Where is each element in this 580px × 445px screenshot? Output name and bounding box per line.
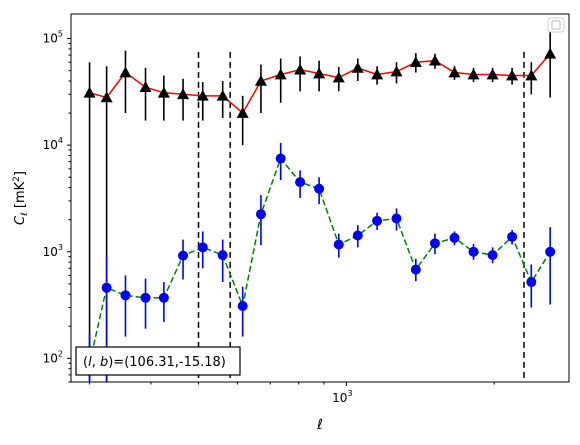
series-1-point-6 [197, 242, 208, 253]
series-1-point-4 [158, 292, 169, 303]
series-1-point-17 [410, 264, 421, 275]
series-0-point-12 [313, 67, 326, 79]
series-0-point-6 [196, 89, 209, 101]
series-0-point-22 [506, 69, 519, 81]
series-0-point-23 [525, 69, 538, 81]
vertical-reference-lines [197, 51, 525, 382]
series-0-point-11 [294, 63, 307, 75]
series-0-point-4 [157, 86, 170, 98]
series-1-point-20 [468, 246, 479, 257]
series-1-point-3 [140, 292, 151, 303]
x-axis-ticks: 103 [89, 382, 495, 405]
series-layer [83, 30, 557, 382]
legend-swatch [551, 20, 561, 30]
annotation-text: (l, b)=(106.31,-15.18) [83, 355, 226, 370]
series-0-point-16 [390, 65, 403, 77]
x-tick-label: 103 [332, 389, 352, 405]
x-axis-label: ℓ [316, 417, 323, 433]
series-1-point-1 [101, 282, 112, 293]
series-0-point-18 [428, 54, 441, 66]
annotation-frame [75, 346, 241, 376]
series-1-point-24 [545, 246, 556, 257]
series-1-point-11 [295, 177, 306, 188]
series-1-point-18 [429, 238, 440, 249]
series-0-point-9 [254, 74, 267, 86]
y-axis-label: Cℓ [mK2] [12, 171, 30, 225]
series-0-point-19 [448, 66, 461, 78]
y-tick-label-3: 103 [43, 243, 63, 259]
legend-box [547, 17, 565, 33]
series-1-point-19 [449, 232, 460, 243]
series-0 [83, 30, 557, 382]
series-0-point-3 [139, 81, 152, 92]
y-axis-label-text: Cℓ [mK2] [12, 171, 30, 225]
series-1-point-15 [372, 215, 383, 226]
series-0-point-8 [236, 107, 249, 118]
annotation-box: (l, b)=(106.31,-15.18) [75, 346, 241, 376]
series-0-point-5 [177, 88, 190, 100]
series-0-point-17 [409, 56, 422, 68]
series-1-point-21 [487, 250, 498, 261]
series-1 [84, 142, 556, 382]
series-1-point-8 [237, 300, 248, 311]
series-1-point-5 [178, 250, 189, 261]
series-1-point-23 [526, 277, 537, 288]
series-1-point-9 [255, 209, 266, 220]
series-1-point-14 [352, 230, 363, 241]
series-1-point-2 [120, 290, 131, 301]
y-tick-label-4: 104 [43, 136, 63, 152]
series-1-point-22 [507, 231, 518, 242]
series-0-point-20 [467, 68, 480, 80]
axes-frame [70, 13, 570, 383]
series-0-point-0 [83, 86, 96, 98]
series-0-line [89, 53, 551, 115]
series-0-point-24 [544, 47, 557, 59]
series-0-point-21 [486, 68, 499, 80]
series-0-point-13 [332, 71, 345, 83]
series-0-point-2 [119, 66, 132, 78]
series-0-point-1 [100, 91, 113, 103]
series-0-point-7 [216, 89, 229, 101]
series-1-point-13 [333, 239, 344, 250]
y-axis-ticks: 102 103 104 105 [43, 30, 71, 383]
y-tick-label-5: 105 [43, 30, 63, 46]
series-0-point-10 [274, 68, 287, 80]
series-1-point-16 [391, 213, 402, 224]
series-0-point-14 [351, 61, 364, 73]
series-1-point-12 [314, 183, 325, 194]
y-tick-label-2: 102 [43, 349, 63, 365]
series-0-point-15 [371, 68, 384, 80]
series-1-point-10 [275, 153, 286, 164]
series-1-point-7 [217, 250, 228, 261]
